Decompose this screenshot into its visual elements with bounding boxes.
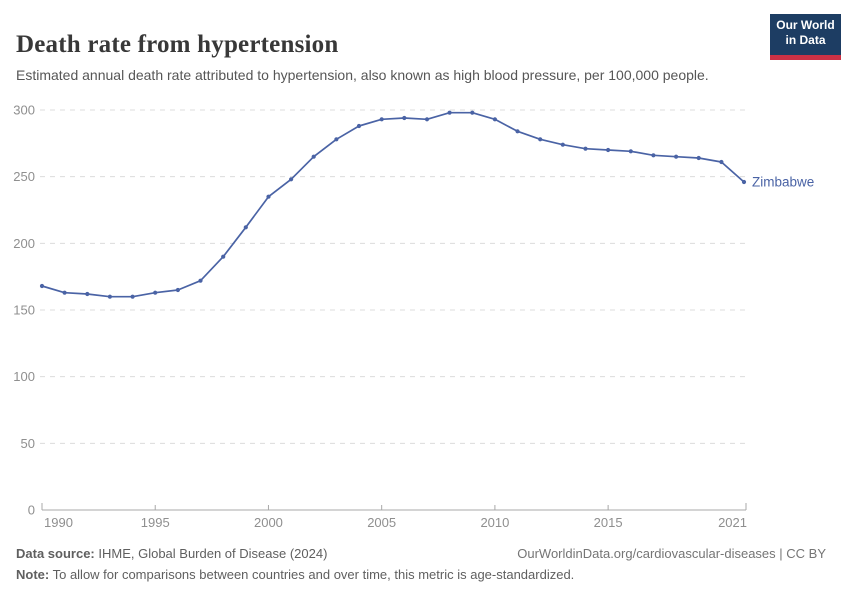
owid-logo-line2: in Data [785,33,826,47]
data-point-1999[interactable] [243,225,248,230]
data-point-1994[interactable] [130,294,135,299]
entity-label-zimbabwe[interactable]: Zimbabwe [752,175,814,190]
data-point-2012[interactable] [538,137,543,142]
y-axis-tick-label: 250 [13,169,35,184]
data-point-2018[interactable] [674,154,679,159]
data-point-2006[interactable] [402,115,407,121]
data-point-2008[interactable] [447,110,452,115]
data-point-2015[interactable] [606,147,611,153]
owid-citation-link[interactable]: OurWorldinData.org/cardiovascular-diseas… [517,546,826,561]
data-point-2002[interactable] [311,154,316,159]
data-point-1998[interactable] [221,254,226,259]
data-point-2007[interactable] [424,117,430,122]
x-axis-tick-label: 2015 [594,515,623,530]
data-point-2017[interactable] [651,153,656,158]
x-axis-tick-label: 2021 [718,515,747,530]
data-point-2021[interactable] [741,179,747,185]
owid-logo-line1: Our World [776,18,835,32]
x-axis-tick-label: 2000 [254,515,283,530]
data-point-1992[interactable] [85,291,90,297]
chart-subtitle: Estimated annual death rate attributed t… [16,67,709,83]
y-axis-tick-label: 300 [13,103,35,118]
data-point-2003[interactable] [334,137,339,142]
data-point-2000[interactable] [266,194,271,199]
data-point-2009[interactable] [470,110,475,115]
chart-footer: Data source: IHME, Global Burden of Dise… [16,543,826,585]
data-point-1990[interactable] [39,283,45,289]
data-point-2016[interactable] [628,149,633,154]
y-axis-tick-label: 200 [13,236,35,251]
data-point-2001[interactable] [289,177,294,182]
note-label: Note: [16,567,50,582]
data-point-1993[interactable] [107,294,112,299]
data-point-2013[interactable] [560,142,565,147]
owid-logo[interactable]: Our World in Data [770,14,841,60]
data-point-2019[interactable] [696,155,701,161]
data-point-2005[interactable] [379,117,384,122]
x-axis-tick-label: 2010 [480,515,509,530]
x-axis-tick-label: 1990 [44,515,73,530]
note-text: To allow for comparisons between countri… [49,567,575,582]
data-point-2020[interactable] [719,159,724,165]
footer-datasource-line: Data source: IHME, Global Burden of Dise… [16,543,826,564]
datasource-label: Data source: [16,546,95,561]
footer-note-line: Note: To allow for comparisons between c… [16,564,826,585]
data-point-2004[interactable] [356,123,362,129]
data-point-2011[interactable] [515,129,520,134]
data-point-1997[interactable] [198,278,203,283]
page-title: Death rate from hypertension [16,30,339,58]
series-line-zimbabwe[interactable] [41,111,745,298]
x-axis-tick-label: 2005 [367,515,396,530]
data-point-1995[interactable] [153,290,158,295]
y-axis-tick-label: 0 [28,503,35,518]
y-axis-tick-label: 150 [13,303,35,318]
data-point-1996[interactable] [175,287,180,293]
data-point-2014[interactable] [583,146,588,151]
data-point-1991[interactable] [62,290,67,295]
datasource-text: IHME, Global Burden of Disease (2024) [94,546,328,561]
x-axis-tick-label: 1995 [141,515,170,530]
y-axis-tick-label: 50 [21,436,35,451]
data-point-2010[interactable] [492,117,497,122]
y-axis-tick-label: 100 [13,369,35,384]
line-chart-canvas[interactable]: 0 50 100 150 200 250 300 1990 1995 2000 2005 2010 20… [0,96,850,541]
